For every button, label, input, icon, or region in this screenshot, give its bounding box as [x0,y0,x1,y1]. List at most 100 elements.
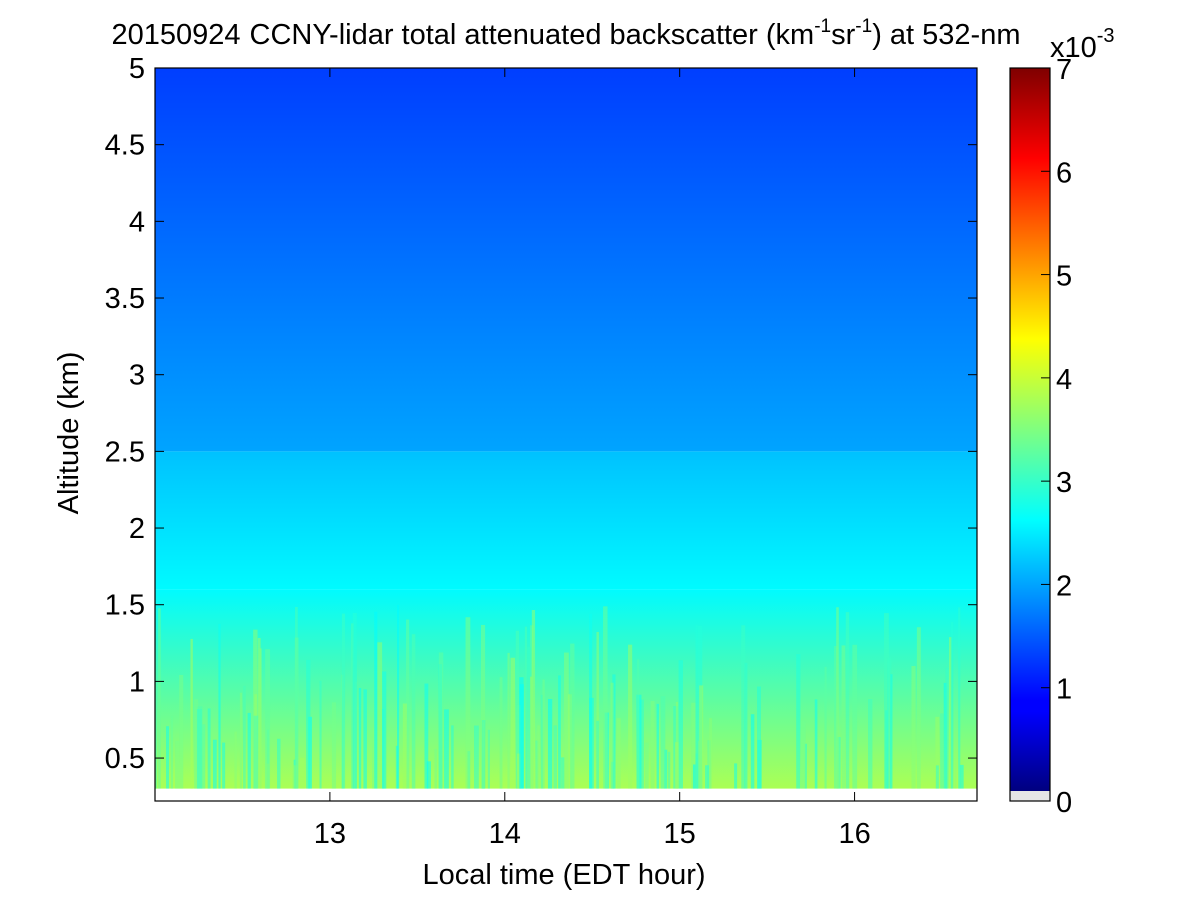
heatmap-streak [207,708,211,789]
heatmap-streak [397,604,400,789]
heatmap-streak [596,631,599,789]
colorbar-gradient [1010,68,1050,791]
heatmap-streak [884,613,889,789]
heatmap-streak [451,725,454,789]
heatmap-streak [824,666,827,789]
y-tick-label: 1 [129,666,145,698]
colorbar-tick-label: 4 [1056,364,1072,396]
heatmap-streak [222,742,226,789]
heatmap-streak [537,725,540,789]
y-tick-label: 3.5 [105,283,145,315]
heatmap-streak [675,742,679,789]
heatmap-streak [667,751,671,789]
heatmap-streak [804,743,807,789]
heatmap-streak [943,682,947,789]
heatmap-streak [664,749,668,789]
heatmap-streak [218,623,221,789]
heatmap-streak [170,715,174,789]
heatmap-streak [516,753,521,789]
title-superscript-1: -1 [814,16,831,37]
heatmap-streak [372,727,375,789]
heatmap-streak [570,643,575,789]
y-tick-label: 5 [129,53,145,85]
heatmap-layer [155,68,977,452]
heatmap-streak [692,764,696,789]
heatmap-area [155,68,977,801]
heatmap-streak [482,722,485,789]
x-axis-label: Local time (EDT hour) [422,859,705,891]
heatmap-streak [402,703,407,789]
heatmap-streak [531,610,536,789]
heatmap-streak [535,740,539,789]
heatmap-streak [294,637,299,789]
heatmap-streak [516,704,522,789]
heatmap-streak [377,642,383,789]
heatmap-streak [434,748,437,789]
heatmap-streak [845,612,850,789]
heatmap-streak [949,637,952,789]
title-text-main: CCNY-lidar total attenuated backscatter … [250,19,815,51]
heatmap-streak [868,699,873,789]
title-date: 20150924 [112,19,241,51]
plot-frame [154,67,978,802]
y-tick-label: 2.5 [105,436,145,468]
colorbar-tick-label: 1 [1056,674,1072,706]
heatmap-streak [526,646,531,789]
heatmap-streak [660,696,666,789]
heatmap-streak [406,619,410,789]
heatmap-streak [319,680,322,789]
heatmap-streak [499,677,503,789]
heatmap-streak [567,694,572,789]
heatmap-streak [352,612,357,789]
heatmap-streak [382,671,387,789]
no-data-band [155,788,977,801]
heatmap-streak [834,646,838,789]
colorbar-scale-exponent: x10-3 [1050,25,1115,64]
heatmap-streak [212,739,217,789]
title-superscript-2: -1 [855,16,872,37]
heatmap-streak [194,699,199,789]
heatmap-streak [395,745,399,789]
heatmap-streak [561,757,565,789]
heatmap-streak [639,699,644,789]
colorbar-frame [1009,67,1051,802]
heatmap-streak [510,657,516,789]
colorbar-tick-label: 6 [1056,157,1072,189]
colorbar-tick-label: 2 [1056,570,1072,602]
title-text-mid: sr [831,19,856,51]
heatmap-streak [940,713,944,789]
heatmap-streak [734,763,738,789]
heatmap-streak [836,607,839,789]
heatmap-layers [155,68,977,801]
heatmap-streak [589,613,593,789]
heatmap-streak [524,626,528,789]
heatmap-streak [750,714,755,789]
colorbar-scale-exp: -3 [1097,25,1115,47]
heatmap-streak [253,715,259,789]
heatmap-streak [467,751,471,789]
heatmap-streak [542,679,545,789]
x-tick-label: 16 [838,818,870,850]
y-tick-label: 0.5 [105,743,145,775]
x-tick-label: 13 [314,818,346,850]
heatmap-streak [558,675,561,789]
heatmap-streak [837,737,841,789]
heatmap-streak [175,740,180,789]
heatmap-streak [695,625,698,789]
title-text-end: ) at 532-nm [872,19,1020,51]
heatmap-streak [253,629,258,789]
heatmap-streak [628,644,633,789]
colorbar-scale-base: x10 [1050,32,1097,64]
heatmap-streak [796,654,801,789]
heatmap-streak [959,764,964,789]
x-tick-label: 14 [489,818,521,850]
y-tick-label: 3 [129,360,145,392]
heatmap-streak [757,739,762,789]
heatmap-streak [699,685,704,789]
heatmap-streak [950,621,954,789]
heatmap-streak [299,757,305,789]
heatmap-streak [741,625,746,789]
heatmap-streak [265,649,271,789]
heatmap-streak [678,660,683,789]
heatmap-streak [610,682,614,789]
